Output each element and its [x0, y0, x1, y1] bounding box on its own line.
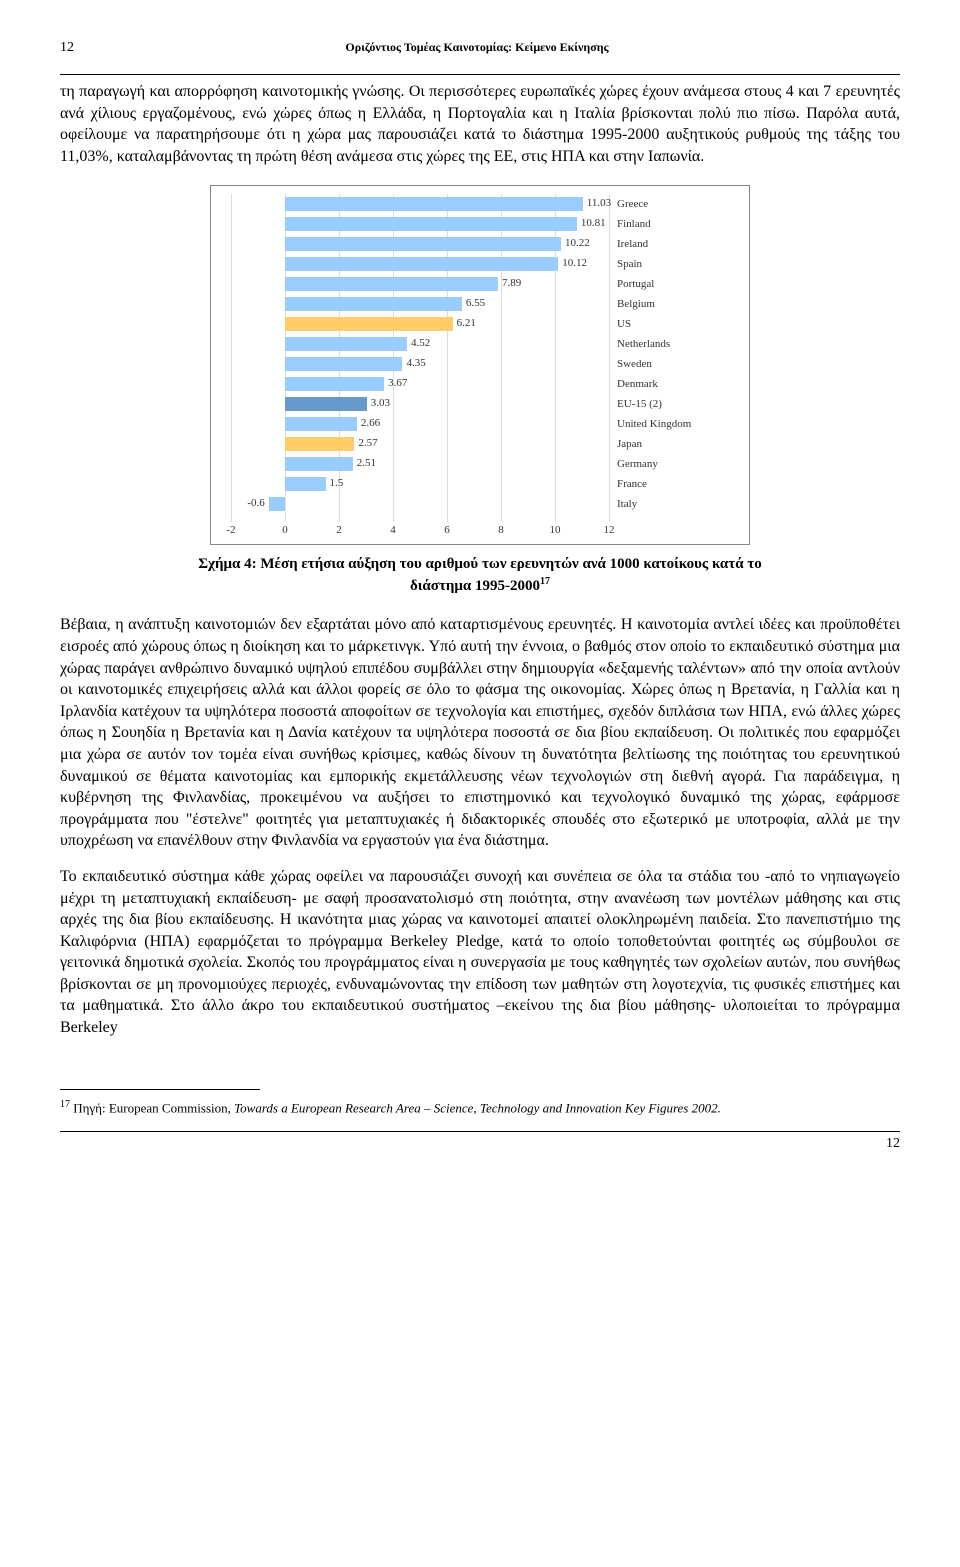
bar — [285, 457, 353, 471]
footnote-separator — [60, 1089, 260, 1090]
bar — [285, 337, 407, 351]
page-number-bottom: 12 — [60, 1136, 900, 1152]
chart-x-axis: -2024681012 — [231, 524, 609, 540]
bar-row: 10.81 — [231, 216, 609, 232]
chart-plot: 11.03 10.81 10.22 10.12 7.89 6.55 6.21 4.52 4.35… — [231, 194, 609, 522]
bar-value-label: 10.12 — [562, 257, 587, 269]
bar — [285, 437, 354, 451]
paragraph-1: τη παραγωγή και απορρόφηση καινοτομικής … — [60, 81, 900, 167]
country-label: Spain — [617, 258, 642, 270]
bar-row: 2.57 — [231, 436, 609, 452]
bar-value-label: 11.03 — [587, 197, 611, 209]
bar-row: 3.03 — [231, 396, 609, 412]
bar — [285, 317, 453, 331]
bar — [285, 357, 402, 371]
bar-value-label: 6.55 — [466, 297, 485, 309]
chart-caption-line1: Σχήμα 4: Μέση ετήσια αύξηση του αριθμού … — [198, 556, 761, 572]
chart-caption-line2: διάστημα 1995-2000 — [410, 578, 540, 594]
country-label: Denmark — [617, 378, 658, 390]
chart-area: 11.03 10.81 10.22 10.12 7.89 6.55 6.21 4.52 4.35… — [210, 185, 750, 545]
country-label: Finland — [617, 218, 651, 230]
country-label: Netherlands — [617, 338, 670, 350]
bar-value-label: -0.6 — [247, 497, 264, 509]
footnote-italic: Towards a European Research Area – Scien… — [234, 1100, 721, 1115]
bar — [285, 257, 558, 271]
chart-caption: Σχήμα 4: Μέση ετήσια αύξηση του αριθμού … — [100, 555, 860, 596]
bar-row: 6.21 — [231, 316, 609, 332]
bar-row: 11.03 — [231, 196, 609, 212]
x-tick-label: 12 — [604, 524, 615, 536]
chart-caption-sup: 17 — [540, 576, 550, 587]
bar-row: 4.52 — [231, 336, 609, 352]
bar-value-label: 1.5 — [330, 477, 344, 489]
bar-row: 2.51 — [231, 456, 609, 472]
bar — [285, 377, 384, 391]
x-tick-label: 4 — [390, 524, 396, 536]
country-label: Germany — [617, 458, 658, 470]
document-page: 12 Οριζόντιος Τομέας Καινοτομίας: Κείμεν… — [0, 0, 960, 1192]
bar-row: 10.12 — [231, 256, 609, 272]
country-label: Greece — [617, 198, 648, 210]
bar-value-label: 2.66 — [361, 417, 380, 429]
x-tick-label: -2 — [226, 524, 235, 536]
country-label: Sweden — [617, 358, 652, 370]
bar-row: 3.67 — [231, 376, 609, 392]
bar — [285, 277, 498, 291]
bar-value-label: 4.35 — [406, 357, 425, 369]
x-tick-label: 0 — [282, 524, 288, 536]
country-label: Italy — [617, 498, 637, 510]
x-tick-label: 8 — [498, 524, 504, 536]
country-label: US — [617, 318, 631, 330]
bar-row: 6.55 — [231, 296, 609, 312]
footnote-number: 17 — [60, 1099, 70, 1110]
footnote-prefix: Πηγή: European Commission, — [73, 1100, 234, 1115]
bar — [285, 397, 367, 411]
bar-row: -0.6 — [231, 496, 609, 512]
page-number-top: 12 — [60, 40, 74, 56]
bar-row: 1.5 — [231, 476, 609, 492]
x-tick-label: 6 — [444, 524, 450, 536]
x-tick-label: 10 — [550, 524, 561, 536]
paragraph-3: Το εκπαιδευτικό σύστημα κάθε χώρας οφείλ… — [60, 866, 900, 1039]
country-label: Portugal — [617, 278, 654, 290]
bar — [285, 237, 561, 251]
country-label: EU-15 (2) — [617, 398, 662, 410]
bar-value-label: 2.51 — [357, 457, 376, 469]
bar — [285, 477, 326, 491]
bar-value-label: 6.21 — [457, 317, 476, 329]
bar — [285, 297, 462, 311]
bar-value-label: 4.52 — [411, 337, 430, 349]
footer-rule — [60, 1131, 900, 1132]
header-title: Οριζόντιος Τομέας Καινοτομίας: Κείμενο Ε… — [74, 40, 880, 56]
grid-line — [609, 194, 610, 522]
bar-row: 10.22 — [231, 236, 609, 252]
country-label: France — [617, 478, 647, 490]
bar — [285, 217, 577, 231]
x-tick-label: 2 — [336, 524, 342, 536]
country-label: Japan — [617, 438, 642, 450]
country-label: United Kingdom — [617, 418, 691, 430]
bar-value-label: 3.67 — [388, 377, 407, 389]
country-label: Belgium — [617, 298, 655, 310]
bar-row: 7.89 — [231, 276, 609, 292]
bar — [269, 497, 285, 511]
bar-chart: 11.03 10.81 10.22 10.12 7.89 6.55 6.21 4.52 4.35… — [210, 185, 750, 545]
country-label: Ireland — [617, 238, 648, 250]
header-rule — [60, 74, 900, 75]
footnote: 17 Πηγή: European Commission, Towards a … — [60, 1098, 900, 1117]
page-header: 12 Οριζόντιος Τομέας Καινοτομίας: Κείμεν… — [60, 40, 900, 56]
bar-value-label: 10.81 — [581, 217, 606, 229]
bar — [285, 417, 357, 431]
bar-value-label: 10.22 — [565, 237, 590, 249]
bar-row: 2.66 — [231, 416, 609, 432]
bar-value-label: 3.03 — [371, 397, 390, 409]
paragraph-2: Βέβαια, η ανάπτυξη καινοτομιών δεν εξαρτ… — [60, 614, 900, 852]
bar-value-label: 2.57 — [358, 437, 377, 449]
bar-value-label: 7.89 — [502, 277, 521, 289]
bar-row: 4.35 — [231, 356, 609, 372]
bar — [285, 197, 583, 211]
